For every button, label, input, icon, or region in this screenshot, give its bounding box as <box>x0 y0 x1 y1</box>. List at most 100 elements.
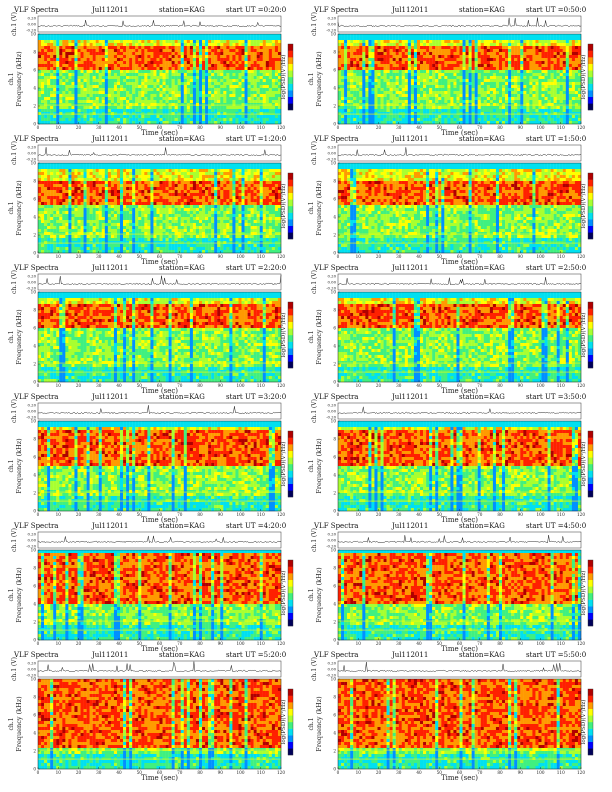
spectrogram-cell <box>571 103 576 107</box>
spectrogram-cell <box>477 109 481 113</box>
spectrogram-cell <box>65 43 69 47</box>
spectrogram-cell <box>250 79 254 83</box>
spectrogram-cell <box>423 115 427 119</box>
spectrogram-cell <box>350 88 354 92</box>
spectrogram-cell <box>129 40 133 44</box>
spectrogram-cell <box>165 79 169 83</box>
spectrogram-cell <box>153 37 157 41</box>
spectrogram-cell <box>523 79 527 83</box>
spectrogram-cell <box>107 121 112 125</box>
spectrogram-cell <box>56 91 60 95</box>
spectrogram-cell <box>144 46 148 50</box>
spectrogram-cell <box>520 46 524 50</box>
spectrogram-cell <box>386 61 390 65</box>
spectrogram-cell <box>511 55 515 59</box>
colorbar-label: log(PSD)(V²/Hz) <box>280 55 287 100</box>
spectrogram-cell <box>495 37 500 41</box>
spectrogram-cell <box>438 82 442 86</box>
spectrogram-cell <box>480 46 484 50</box>
spectrogram-cell <box>192 112 197 116</box>
spectrogram-cell <box>538 112 542 116</box>
spectrogram-cell <box>77 34 81 38</box>
spectrogram-cell <box>180 43 184 47</box>
spectrogram-cell <box>150 70 154 74</box>
spectrogram-cell <box>116 76 121 80</box>
spectrogram-cell <box>177 85 181 89</box>
spectrogram-cell <box>520 79 524 83</box>
spectrogram-cell <box>498 37 503 41</box>
spectrogram-cell <box>274 91 279 95</box>
spectrogram-cell <box>432 121 436 125</box>
spectrogram-cell <box>553 82 557 86</box>
spectrogram-cell <box>65 79 69 83</box>
spectrogram-cell <box>132 112 136 116</box>
spectrogram-cell <box>407 88 412 92</box>
spectrogram-cell <box>553 73 557 77</box>
spectrogram-cell <box>568 79 573 83</box>
spectrogram-cell <box>505 91 509 95</box>
spectrogram-cell <box>386 88 390 92</box>
spectrogram-cell <box>416 109 421 113</box>
spectrogram-cell <box>101 97 105 101</box>
spectrogram-cell <box>53 64 57 68</box>
spectrogram-cell <box>235 121 239 125</box>
spectrogram-cell <box>426 94 430 98</box>
spectrogram-cell <box>426 58 430 62</box>
spectrogram-cell <box>202 115 206 119</box>
spectrogram-cell <box>174 67 178 71</box>
spectrogram-cell <box>162 43 166 47</box>
spectrogram-cell <box>113 97 118 101</box>
spectrogram-cell <box>407 112 412 116</box>
spectrogram-cell <box>565 37 569 41</box>
spectrogram-cell <box>211 64 215 68</box>
spectrogram-cell <box>205 106 209 110</box>
spectrogram-cell <box>126 37 130 41</box>
spectrogram-cell <box>471 40 475 44</box>
spectrogram-cell <box>274 118 279 122</box>
spectrogram-cell <box>92 43 96 47</box>
spectrogram-cell <box>544 76 548 80</box>
spectrogram-cell <box>520 58 524 62</box>
colorbar-swatch <box>588 50 593 58</box>
spectrogram-cell <box>138 70 142 74</box>
spectrogram-cell <box>413 97 418 101</box>
spectrogram-cell <box>186 121 191 125</box>
spectrogram-cell <box>344 121 348 125</box>
spectrogram-cell <box>562 70 566 74</box>
spectrogram-cell <box>110 91 115 95</box>
spectrogram-cell <box>198 97 203 101</box>
spectrogram-cell <box>271 106 276 110</box>
spectrogram-cell <box>177 79 181 83</box>
spectrogram-cell <box>426 106 430 110</box>
spectrogram-cell <box>205 82 209 86</box>
spectrogram-cell <box>413 58 418 62</box>
spectrogram-cell <box>177 46 181 50</box>
spectrogram-cell <box>153 118 157 122</box>
spectrogram-cell <box>92 88 96 92</box>
spectrogram-cell <box>150 91 154 95</box>
spectrogram-cell <box>253 97 257 101</box>
spectrogram-cell <box>110 37 115 41</box>
spectrogram-cell <box>38 85 42 89</box>
spectrogram-cell <box>120 34 124 38</box>
spectrogram-cell <box>559 70 563 74</box>
spectrogram-cell <box>347 85 351 89</box>
spectrogram-cell <box>129 79 133 83</box>
spectrogram-cell <box>416 67 421 71</box>
spectrogram-cell <box>374 82 378 86</box>
spectrogram-cell <box>447 34 451 38</box>
spectrogram-cell <box>550 109 554 113</box>
spectrogram-cell <box>116 103 121 107</box>
spectrogram-cell <box>356 112 360 116</box>
spectrogram-cell <box>253 58 257 62</box>
spectrogram-cell <box>529 82 533 86</box>
spectrogram-cell <box>486 118 491 122</box>
spectrogram-cell <box>38 103 42 107</box>
spectrogram-cell <box>574 70 579 74</box>
spectrogram-cell <box>392 58 396 62</box>
spectrogram-cell <box>462 52 466 56</box>
spectrogram-cell <box>271 67 276 71</box>
spectrogram-cell <box>208 37 212 41</box>
spectrogram-cell <box>362 106 366 110</box>
spectrogram-cell <box>38 91 42 95</box>
